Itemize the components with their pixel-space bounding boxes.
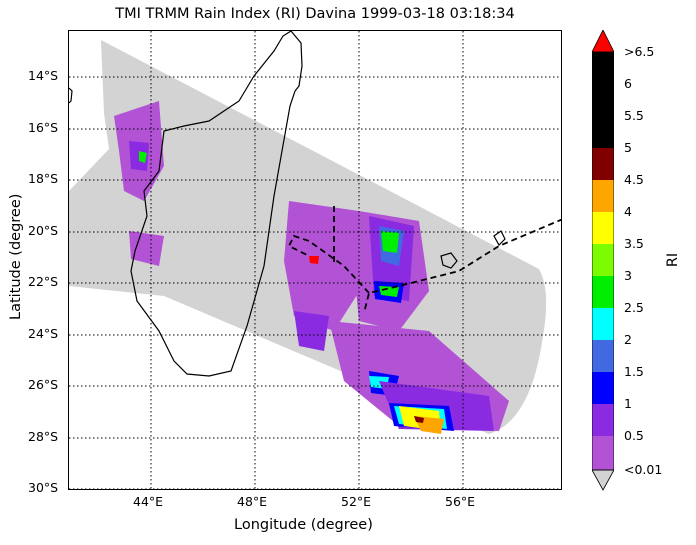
cyclone-track	[287, 206, 561, 314]
colorbar-label: >6.5	[624, 44, 655, 59]
colorbar-segment	[592, 180, 614, 212]
colorbar-label: 5.5	[624, 108, 644, 123]
colorbar-label: 3	[624, 268, 632, 283]
colorbar-segment	[592, 404, 614, 436]
chart-title: TMI TRMM Rain Index (RI) Davina 1999-03-…	[115, 6, 515, 22]
colorbar-segment	[592, 52, 614, 148]
colorbar-segment	[592, 148, 614, 180]
colorbar-label: 1	[624, 396, 632, 411]
colorbar-segment	[592, 372, 614, 404]
colorbar-label: 1.5	[624, 364, 644, 379]
y-tick-label: 24°S	[28, 326, 59, 341]
colorbar-segment	[592, 340, 614, 372]
colorbar-label: 3.5	[624, 236, 644, 251]
colorbar-label: 0.5	[624, 428, 644, 443]
colorbar-label: 5	[624, 140, 632, 155]
colorbar-segment	[592, 276, 614, 308]
map-svg	[69, 31, 561, 489]
colorbar-segment	[592, 212, 614, 244]
y-tick-label: 18°S	[28, 171, 59, 186]
y-tick-label: 26°S	[28, 377, 59, 392]
colorbar-title: RI	[665, 252, 682, 268]
coastline-reunion	[440, 252, 458, 269]
y-tick-label: 14°S	[28, 68, 59, 83]
colorbar-over-triangle	[591, 29, 615, 53]
y-tick-label: 16°S	[28, 120, 59, 135]
colorbar-label: 2	[624, 332, 632, 347]
colorbar-label: 4.5	[624, 172, 644, 187]
colorbar	[591, 29, 615, 492]
map-panel	[68, 30, 562, 490]
x-axis-title: Longitude (degree)	[234, 517, 373, 533]
colorbar-segment	[592, 244, 614, 276]
y-axis-title: Latitude (degree)	[8, 193, 24, 320]
x-tick-label: 48°E	[237, 494, 268, 509]
colorbar-label: 2.5	[624, 300, 644, 315]
y-tick-label: 20°S	[28, 223, 59, 238]
colorbar-label: <0.01	[624, 462, 663, 477]
graticule	[69, 31, 561, 489]
rain-patches	[114, 101, 509, 434]
x-tick-label: 56°E	[445, 494, 476, 509]
y-tick-label: 28°S	[28, 429, 59, 444]
coastline-africa	[69, 87, 73, 104]
colorbar-label: 6	[624, 76, 632, 91]
colorbar-label: 4	[624, 204, 632, 219]
x-tick-label: 52°E	[341, 494, 372, 509]
y-tick-label: 22°S	[28, 274, 59, 289]
x-tick-label: 44°E	[133, 494, 164, 509]
colorbar-under-triangle	[591, 469, 615, 491]
colorbar-segment	[592, 308, 614, 340]
y-tick-label: 30°S	[28, 480, 59, 495]
coastline-mauritius	[493, 230, 506, 246]
coastline-madagascar	[130, 31, 303, 377]
colorbar-segment	[592, 436, 614, 470]
